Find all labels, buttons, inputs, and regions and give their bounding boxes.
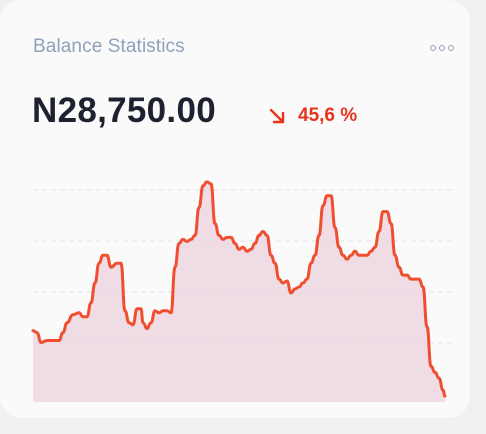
more-dot [439, 45, 445, 51]
more-dot [430, 45, 436, 51]
chart-area-fill [33, 181, 445, 402]
balance-area-chart [31, 180, 455, 402]
card-title: Balance Statistics [33, 36, 185, 57]
arrow-down-right-icon [269, 108, 285, 124]
more-options-icon[interactable] [430, 38, 454, 58]
balance-change: 45,6 % [268, 105, 357, 127]
balance-amount: N28,750.00 [32, 91, 216, 130]
change-percentage: 45,6 % [298, 105, 358, 126]
more-dot [448, 45, 454, 51]
balance-statistics-card: Balance Statistics N28,750.00 45,6 % [31, 36, 455, 402]
chart-series-line [31, 180, 447, 398]
